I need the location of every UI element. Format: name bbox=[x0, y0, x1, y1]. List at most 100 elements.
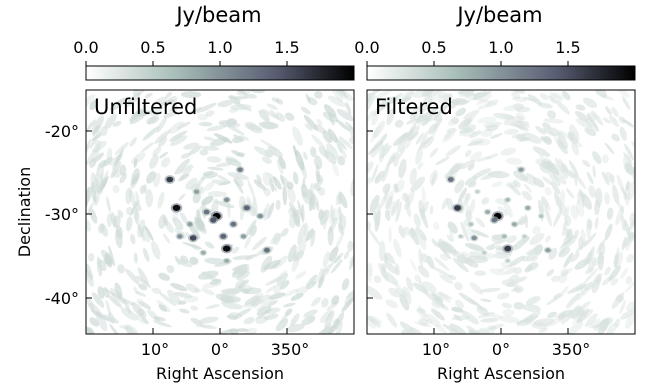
colorbar-tick-label: 0.0 bbox=[354, 38, 379, 57]
noise-blob bbox=[405, 204, 412, 218]
noise-blob bbox=[542, 176, 554, 186]
noise-blob bbox=[492, 112, 515, 120]
noise-blob bbox=[220, 328, 237, 334]
colorbar-tick-label: 0.5 bbox=[421, 38, 446, 57]
noise-blob bbox=[322, 130, 333, 144]
noise-blob bbox=[434, 324, 448, 334]
noise-blob bbox=[409, 327, 424, 334]
noise-blob bbox=[166, 95, 178, 106]
noise-blob bbox=[585, 117, 599, 132]
noise-blob bbox=[548, 95, 557, 104]
noise-blob bbox=[434, 291, 454, 300]
noise-blob bbox=[268, 292, 286, 300]
noise-blob bbox=[252, 196, 258, 216]
noise-blob bbox=[441, 197, 449, 210]
noise-blob bbox=[452, 257, 470, 273]
noise-blob bbox=[415, 227, 427, 241]
noise-blob bbox=[137, 223, 145, 242]
y-ticks bbox=[86, 130, 92, 299]
noise-blob bbox=[349, 125, 354, 141]
noise-blob bbox=[398, 145, 406, 159]
noise-blob bbox=[124, 92, 141, 108]
noise-blob bbox=[328, 208, 338, 224]
noise-blob bbox=[242, 299, 264, 308]
noise-blob bbox=[252, 236, 267, 251]
noise-blob bbox=[546, 294, 563, 306]
noise-blob bbox=[88, 252, 95, 262]
noise-blob bbox=[89, 208, 98, 224]
source-point bbox=[189, 235, 197, 241]
noise-blob bbox=[283, 302, 296, 308]
noise-blob bbox=[401, 90, 414, 104]
noise-blob bbox=[151, 287, 162, 294]
noise-blob bbox=[459, 160, 475, 170]
noise-blob bbox=[502, 308, 515, 317]
noise-blob bbox=[123, 299, 131, 315]
y-tick-label: -20° bbox=[45, 122, 79, 141]
noise-blob bbox=[244, 121, 257, 130]
noise-blob bbox=[378, 262, 389, 282]
noise-blob bbox=[560, 268, 569, 277]
noise-blob bbox=[385, 262, 399, 275]
noise-blob bbox=[180, 212, 188, 224]
noise-blob bbox=[405, 118, 418, 125]
noise-blob bbox=[178, 258, 193, 268]
noise-blob bbox=[595, 187, 603, 207]
source-point bbox=[511, 222, 517, 227]
noise-blob bbox=[469, 151, 483, 163]
noise-blob bbox=[137, 219, 146, 238]
source-point bbox=[220, 233, 227, 239]
noise-blob bbox=[207, 166, 224, 171]
noise-blob bbox=[503, 116, 524, 126]
noise-blob bbox=[398, 158, 407, 179]
noise-blob bbox=[185, 283, 200, 294]
noise-blob bbox=[368, 315, 381, 328]
noise-blob bbox=[405, 125, 420, 141]
noise-blob bbox=[586, 217, 592, 239]
noise-blob bbox=[245, 254, 257, 261]
noise-blob bbox=[594, 217, 599, 230]
noise-blob bbox=[477, 103, 492, 110]
noise-blob bbox=[469, 198, 476, 215]
noise-blob bbox=[331, 295, 340, 305]
noise-blob bbox=[419, 208, 429, 229]
noise-blob bbox=[330, 259, 343, 274]
noise-blob bbox=[345, 121, 354, 131]
noise-blob bbox=[426, 255, 435, 269]
noise-blob bbox=[595, 272, 603, 284]
noise-blob bbox=[382, 142, 389, 152]
noise-blob bbox=[295, 271, 307, 280]
noise-blob bbox=[303, 309, 318, 318]
noise-blob bbox=[606, 207, 614, 220]
noise-blob bbox=[172, 217, 184, 231]
noise-blob bbox=[565, 235, 578, 247]
noise-blob bbox=[174, 158, 190, 175]
noise-blob bbox=[418, 317, 429, 326]
noise-blob bbox=[517, 124, 530, 130]
noise-blob bbox=[205, 241, 215, 249]
noise-blob bbox=[625, 180, 631, 191]
noise-blob bbox=[373, 275, 382, 284]
noise-blob bbox=[112, 120, 122, 127]
noise-blob bbox=[462, 117, 473, 125]
noise-blob bbox=[435, 156, 450, 166]
noise-blob bbox=[449, 230, 454, 243]
noise-blob bbox=[230, 104, 252, 111]
noise-blob bbox=[561, 227, 568, 236]
noise-blob bbox=[575, 104, 586, 111]
noise-blob bbox=[136, 298, 145, 305]
noise-blob bbox=[524, 214, 529, 229]
noise-blob bbox=[239, 285, 254, 293]
noise-blob bbox=[454, 281, 463, 291]
noise-blob bbox=[112, 184, 120, 194]
colorbar-ticks bbox=[366, 61, 569, 66]
noise-blob bbox=[91, 292, 105, 308]
noise-blob bbox=[547, 110, 557, 119]
noise-blob bbox=[576, 191, 581, 205]
noise-blob bbox=[232, 264, 248, 271]
noise-blob bbox=[583, 97, 598, 109]
noise-blob bbox=[558, 202, 567, 216]
noise-blob bbox=[263, 259, 281, 270]
colorbar-label: Jy/beam bbox=[174, 3, 261, 27]
noise-blob bbox=[547, 313, 566, 327]
